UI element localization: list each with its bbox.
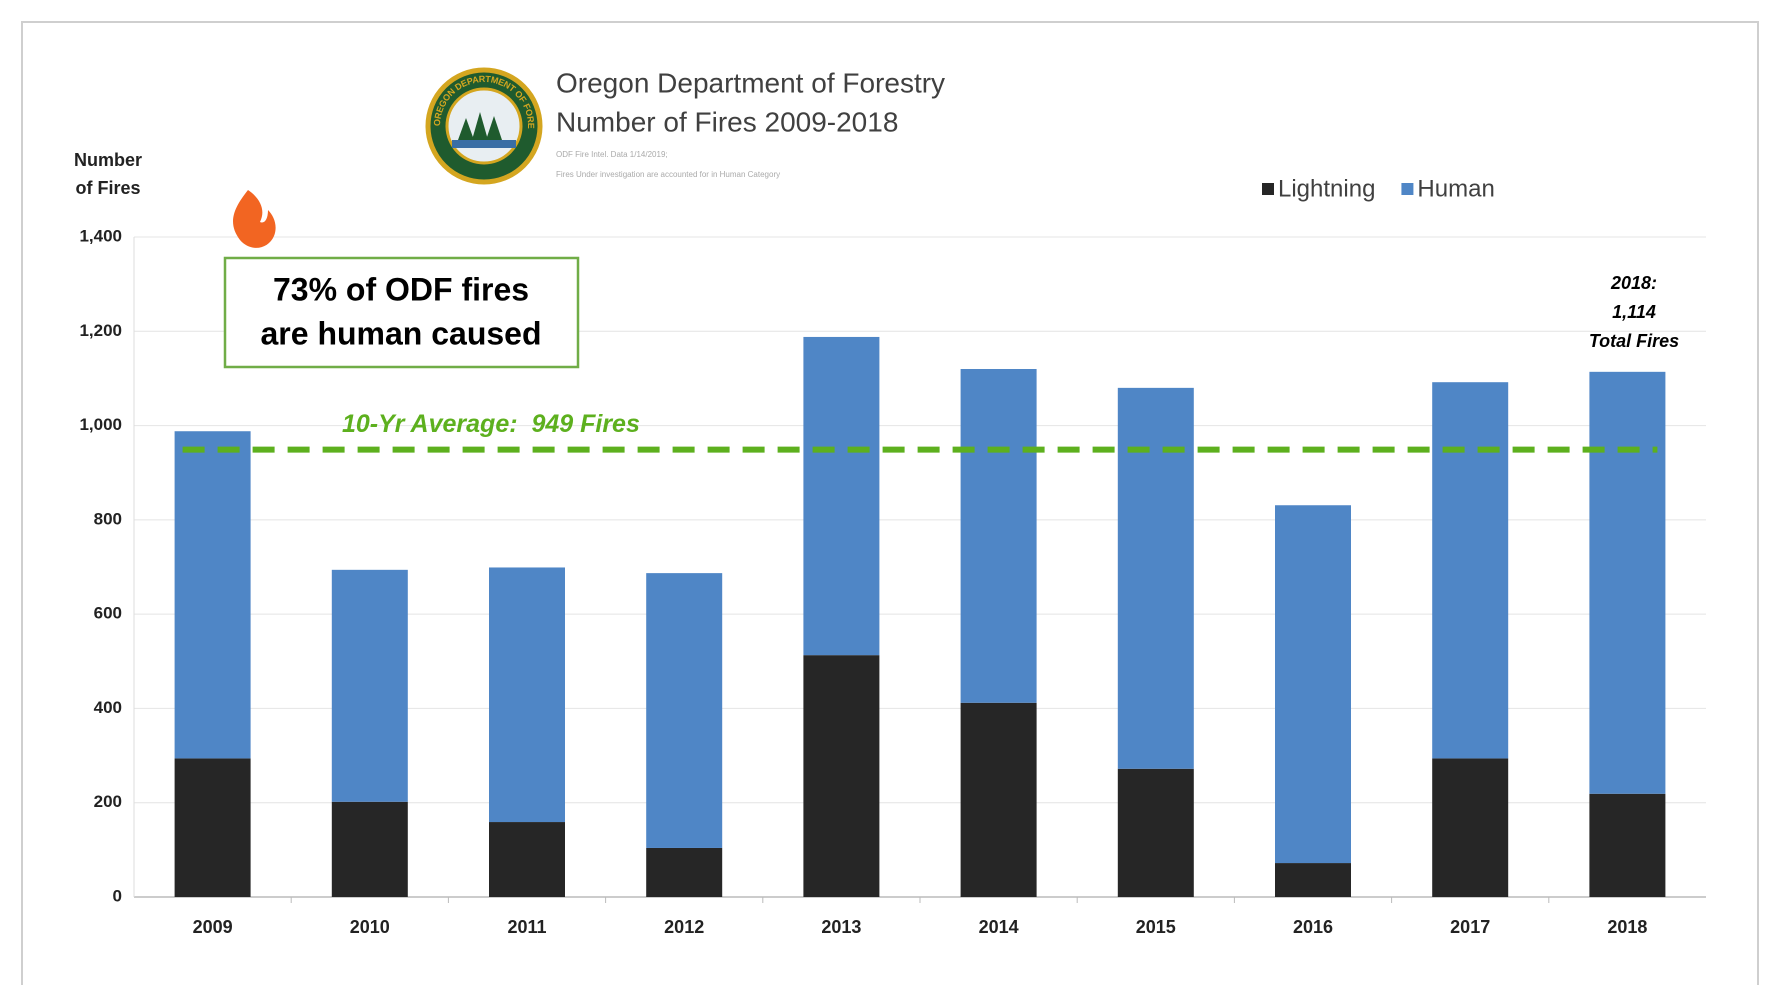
legend-swatch (1401, 183, 1414, 195)
flame-icon (233, 190, 276, 248)
x-tick-label: 2015 (1136, 917, 1176, 937)
callout-text: 73% of ODF fires (273, 271, 529, 307)
x-tick-label: 2010 (350, 917, 390, 937)
chart-subtitle: Number of Fires 2009-2018 (556, 106, 898, 137)
x-tick-label: 2012 (664, 917, 704, 937)
callout-box (223, 256, 580, 369)
y-tick-label: 200 (94, 792, 122, 811)
legend-label: Lightning (1278, 175, 1375, 202)
bar-segment (331, 801, 408, 897)
note: ODF Fire Intel. Data 1/14/2019; (556, 150, 668, 159)
bar-segment (1589, 371, 1666, 794)
y-tick-label: 800 (94, 509, 122, 528)
x-tick-label: 2013 (821, 917, 861, 937)
bar-segment (331, 569, 408, 802)
y-tick-label: 400 (94, 698, 122, 717)
average-label: 10-Yr Average: 949 Fires (342, 410, 640, 438)
y-tick-label: 600 (94, 604, 122, 623)
y-tick-label: 1,000 (79, 415, 122, 434)
bar-segment (1432, 758, 1509, 897)
x-tick-label: 2011 (507, 917, 546, 937)
note: Fires Under investigation are accounted … (556, 170, 780, 179)
bar-segment (1589, 793, 1666, 897)
x-tick-label: 2016 (1293, 917, 1333, 937)
bar-segment (803, 655, 880, 897)
bar-segment (174, 431, 251, 759)
callout-text: are human caused (261, 315, 542, 351)
bar-segment (1117, 387, 1194, 769)
y-axis-label: of Fires (75, 178, 140, 198)
x-tick-label: 2017 (1450, 917, 1490, 937)
bar-segment (489, 822, 565, 897)
legend-label: Human (1417, 175, 1494, 202)
bar-segment (1275, 505, 1351, 864)
bar-segment (489, 567, 565, 823)
total-note: 1,114 (1612, 302, 1656, 322)
y-axis-label: Number (74, 150, 142, 170)
x-tick-label: 2018 (1607, 917, 1647, 937)
x-tick-label: 2009 (193, 917, 233, 937)
y-tick-label: 1,400 (79, 226, 122, 245)
total-note: 2018: (1610, 273, 1657, 293)
x-tick-label: 2014 (979, 917, 1019, 937)
chart-title: Oregon Department of Forestry (556, 67, 945, 98)
bar-segment (646, 847, 723, 897)
plot: 0 200 400 600 800 1,000 1,200 1,400 2009 2010 2011… (79, 226, 1706, 937)
bar-segment (1117, 768, 1194, 897)
bar-segment (960, 702, 1037, 897)
bar-segment (1275, 863, 1351, 897)
y-tick-label: 1,200 (79, 321, 122, 340)
bar-segment (1432, 382, 1509, 759)
bar-segment (803, 336, 880, 656)
y-tick-label: 0 (113, 886, 122, 905)
legend-swatch (1262, 183, 1274, 195)
total-note: Total Fires (1589, 331, 1679, 351)
bar-segment (960, 369, 1037, 703)
bar-segment (646, 573, 723, 848)
bar-segment (174, 758, 251, 897)
